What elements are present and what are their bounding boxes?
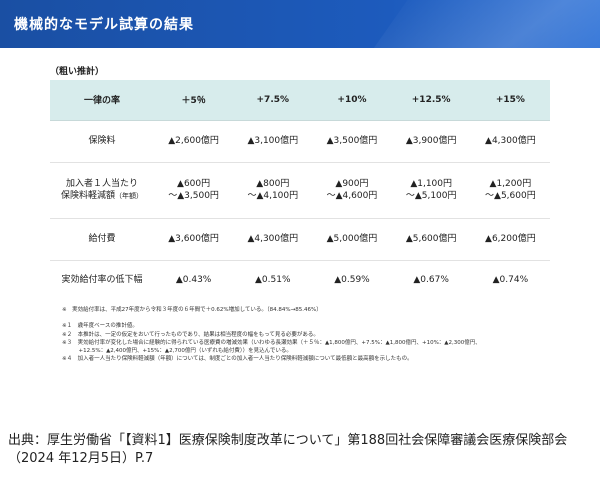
cell-line1: ▲900円 bbox=[335, 178, 369, 189]
cell-line2: ～▲5,600円 bbox=[485, 191, 536, 201]
footnote-item: ※１ 歳年度ベースの推計値。 bbox=[62, 323, 138, 330]
rate-header: +7.5% bbox=[233, 80, 313, 121]
table-cell: ▲3,900億円 bbox=[391, 120, 471, 163]
footnote-item: +12.5%：▲2,400億円、+15%：▲2,700億円（いずれも給付費））を… bbox=[62, 348, 292, 354]
header-accent bbox=[351, 0, 600, 48]
table-cell: ▲1,100円 ～▲5,100円 bbox=[391, 162, 471, 219]
cell-line2: ～▲4,600円 bbox=[326, 191, 378, 201]
table-cell: ▲4,300億円 bbox=[470, 120, 550, 163]
header-label: 一律の率 bbox=[50, 80, 154, 121]
footnotes: ※ 実効給付率は、平成27年度から令和３年度の６年間で＋0.62%増加している。… bbox=[62, 306, 552, 364]
table-cell: ▲0.43% bbox=[175, 275, 212, 286]
table-cell: ▲5,000億円 bbox=[312, 218, 392, 261]
row-label-line2: 保険料軽減額（年額） bbox=[50, 190, 154, 202]
table-cell: ▲0.59% bbox=[334, 275, 370, 286]
slide-header: 機械的なモデル試算の結果 bbox=[0, 0, 600, 48]
estimate-table: 一律の率 ＋5％ +7.5% +10% +12.5% +15% 保険料 ▲2,6… bbox=[50, 80, 550, 300]
table-cell: ▲0.74% bbox=[492, 275, 529, 286]
cell-line1: ▲600円 bbox=[177, 178, 211, 189]
table-row: 給付費 ▲3,600億円 ▲4,300億円 ▲5,000億円 ▲5,600億円 … bbox=[50, 218, 550, 261]
table-cell: ▲0.51% bbox=[255, 275, 291, 286]
source-citation: 出典：厚生労働省「【資料1】医療保険制度改革について」第188回社会保障審議会医… bbox=[8, 433, 568, 467]
table-cell: ▲3,100億円 bbox=[233, 120, 313, 163]
rate-header: +10% bbox=[312, 80, 392, 121]
table-cell: ▲3,600億円 bbox=[154, 218, 234, 261]
table-row: 加入者１人当たり 保険料軽減額（年額） ▲600円 ～▲3,500円 ▲800円 ～… bbox=[50, 162, 550, 219]
footnote-main: ※ 実効給付率は、平成27年度から令和３年度の６年間で＋0.62%増加している。… bbox=[62, 307, 322, 313]
rate-header: +15% bbox=[470, 80, 550, 121]
table-cell: ▲4,300億円 bbox=[233, 218, 313, 261]
row-label: 実効給付率の低下幅 bbox=[61, 275, 143, 286]
cell-line1: ▲800円 bbox=[256, 178, 290, 189]
cell-line2: ～▲5,100円 bbox=[405, 191, 457, 201]
table-cell: ▲0.67% bbox=[413, 275, 449, 286]
rate-header: +12.5% bbox=[391, 80, 471, 121]
table-cell: ▲5,600億円 bbox=[391, 218, 471, 261]
table-cell: ▲6,200億円 bbox=[470, 218, 550, 261]
cell-line2: ～▲4,100円 bbox=[247, 191, 299, 201]
table-row: 保険料 ▲2,600億円 ▲3,100億円 ▲3,500億円 ▲3,900億円 … bbox=[50, 120, 550, 163]
table-header-row: 一律の率 ＋5％ +7.5% +10% +12.5% +15% bbox=[50, 80, 550, 121]
slide-title: 機械的なモデル試算の結果 bbox=[14, 17, 194, 33]
rate-header: ＋5％ bbox=[154, 80, 234, 121]
row-label-line1: 加入者１人当たり bbox=[65, 178, 138, 189]
row-label-line2-text: 保険料軽減額 bbox=[60, 191, 115, 201]
row-label: 給付費 bbox=[50, 218, 154, 261]
footnote-item: ※３ 実効給付率が変化した場合に経験的に得られている医療費の増減効果（いわゆる長… bbox=[62, 339, 481, 346]
table-cell: ▲900円 ～▲4,600円 bbox=[312, 162, 392, 219]
row-label: 保険料 bbox=[50, 120, 154, 163]
table-cell: ▲800円 ～▲4,100円 bbox=[233, 162, 313, 219]
footnote-item: ※４ 加入者一人当たり保険料軽減額（年額）については、制度ごとの加入者一人当たり… bbox=[62, 356, 413, 363]
cell-line2: ～▲3,500円 bbox=[168, 191, 219, 201]
table-row: 実効給付率の低下幅 ▲0.43% ▲0.51% ▲0.59% ▲0.67% ▲0… bbox=[50, 260, 550, 300]
row-label-suffix: （年額） bbox=[115, 192, 143, 200]
table-cell: ▲2,600億円 bbox=[154, 120, 234, 163]
row-label: 加入者１人当たり 保険料軽減額（年額） bbox=[50, 162, 154, 219]
footnote-item: ※２ 本推計は、一定の仮定をおいて行ったものであり、結果は相当程度の幅をもって見… bbox=[62, 331, 319, 338]
cell-line1: ▲1,200円 bbox=[489, 178, 532, 189]
table-cell: ▲1,200円 ～▲5,600円 bbox=[470, 162, 550, 219]
cell-line1: ▲1,100円 bbox=[410, 178, 452, 189]
table-cell: ▲600円 ～▲3,500円 bbox=[154, 162, 234, 219]
table-cell: ▲3,500億円 bbox=[312, 120, 392, 163]
estimate-note: （粗い推計） bbox=[50, 67, 105, 77]
